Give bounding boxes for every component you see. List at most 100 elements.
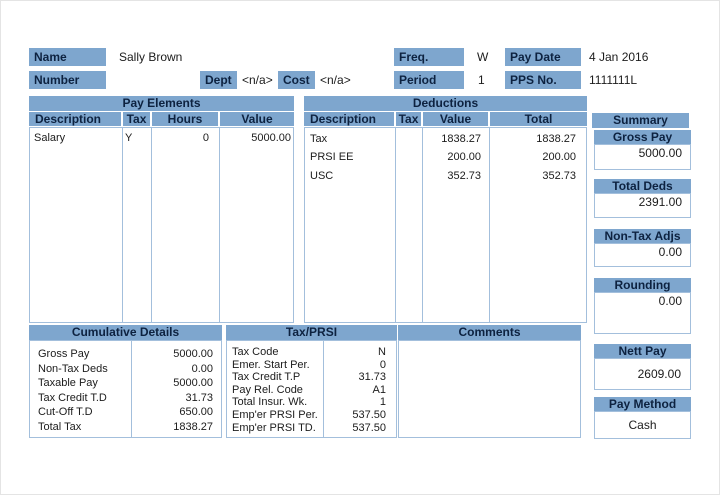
tax-prsi-row: Emp'er PRSI TD. 537.50 [227, 422, 396, 435]
pay-date-value[interactable]: 4 Jan 2016 [589, 50, 649, 64]
pay-date-label: Pay Date [505, 48, 581, 66]
pay-element-description: Salary [34, 132, 66, 144]
tax-prsi-row-label: Pay Rel. Code [232, 383, 303, 396]
cumulative-row-value: 650.00 [179, 406, 213, 419]
cumulative-row: Tax Credit T.D 31.73 [30, 391, 221, 406]
tax-prsi-row-label: Total Insur. Wk. [232, 396, 308, 409]
nett-pay-label: Nett Pay [594, 344, 691, 358]
tax-prsi-body: Tax Code N Emer. Start Per. 0 Tax Credit… [226, 340, 397, 438]
tax-prsi-row-label: Emer. Start Per. [232, 358, 310, 371]
pay-method-box[interactable]: Cash [594, 411, 691, 439]
pps-no-value[interactable]: 1111111L [589, 73, 638, 87]
pay-elements-col-description: Description [29, 112, 121, 126]
deduction-value: 352.73 [447, 170, 481, 182]
deduction-total: 200.00 [542, 151, 576, 163]
deductions-col-total: Total [490, 112, 587, 126]
pay-elements-divider-3 [219, 128, 220, 322]
pay-method-value: Cash [628, 418, 657, 432]
cumulative-row-value: 1838.27 [173, 420, 213, 433]
cumulative-row-label: Non-Tax Deds [38, 362, 108, 375]
deductions-divider-2 [422, 128, 423, 322]
number-label: Number [29, 71, 106, 89]
tax-prsi-row: Emp'er PRSI Per. 537.50 [227, 409, 396, 422]
deduction-value: 1838.27 [441, 133, 481, 145]
tax-prsi-row-value: 1 [379, 396, 386, 409]
non-tax-adjs-value: 0.00 [658, 245, 682, 259]
deduction-total: 352.73 [542, 170, 576, 182]
deductions-divider-1 [395, 128, 396, 322]
deduction-total: 1838.27 [536, 133, 576, 145]
comments-header: Comments [398, 325, 581, 340]
pay-element-tax: Y [125, 132, 133, 144]
name-value[interactable]: Sally Brown [119, 50, 183, 64]
gross-pay-box: 5000.00 [594, 144, 691, 170]
deductions-body[interactable]: Tax 1838.27 1838.27 PRSI EE 200.00 200.0… [304, 127, 587, 323]
non-tax-adjs-label: Non-Tax Adjs [594, 229, 691, 243]
nett-pay-box: 2609.00 [594, 358, 691, 390]
rounding-box: 0.00 [594, 292, 691, 334]
deductions-divider-3 [489, 128, 490, 322]
freq-value[interactable]: W [477, 50, 489, 64]
dept-value[interactable]: <n/a> [242, 73, 273, 87]
deductions-header: Deductions [304, 96, 587, 111]
cumulative-details-header: Cumulative Details [29, 325, 222, 340]
cumulative-details-body: Gross Pay 5000.00 Non-Tax Deds 0.00 Taxa… [29, 340, 222, 438]
period-label: Period [394, 71, 464, 89]
cumulative-row-label: Taxable Pay [38, 377, 98, 390]
tax-prsi-row-value: 537.50 [352, 408, 386, 421]
tax-prsi-row: Tax Credit T.P 31.73 [227, 371, 396, 384]
total-deds-box: 2391.00 [594, 193, 691, 218]
deductions-col-tax: Tax [396, 112, 421, 126]
cost-label: Cost [278, 71, 315, 89]
rounding-value: 0.00 [658, 294, 682, 308]
cumulative-row: Total Tax 1838.27 [30, 420, 221, 435]
cumulative-row-label: Total Tax [38, 420, 82, 433]
tax-prsi-row-label: Emp'er PRSI Per. [232, 408, 318, 421]
cumulative-details-divider [131, 341, 132, 437]
tax-prsi-divider [323, 341, 324, 437]
nett-pay-value: 2609.00 [637, 367, 681, 381]
deduction-description: PRSI EE [310, 151, 354, 163]
cumulative-row-value: 5000.00 [173, 377, 213, 390]
tax-prsi-row-value: 31.73 [358, 371, 386, 384]
pay-elements-body[interactable]: Salary Y 0 5000.00 [29, 127, 294, 323]
deduction-value: 200.00 [447, 151, 481, 163]
deductions-col-description: Description [304, 112, 394, 126]
cumulative-row-value: 5000.00 [173, 348, 213, 360]
gross-pay-label: Gross Pay [594, 130, 691, 144]
cost-value[interactable]: <n/a> [320, 73, 351, 87]
pps-no-label: PPS No. [505, 71, 581, 89]
cumulative-row: Gross Pay 5000.00 [30, 347, 221, 362]
cumulative-row-value: 31.73 [185, 391, 213, 404]
tax-prsi-row-value: N [378, 346, 386, 358]
summary-header: Summary [592, 113, 689, 128]
cumulative-row-label: Tax Credit T.D [38, 391, 107, 404]
dept-label: Dept [200, 71, 237, 89]
name-label: Name [29, 48, 106, 66]
pay-element-value: 5000.00 [251, 132, 291, 144]
tax-prsi-row: Total Insur. Wk. 1 [227, 396, 396, 409]
tax-prsi-row-value: A1 [372, 383, 386, 396]
period-value[interactable]: 1 [478, 73, 485, 87]
tax-prsi-row-label: Tax Credit T.P [232, 371, 301, 384]
non-tax-adjs-box: 0.00 [594, 243, 691, 267]
cumulative-row: Cut-Off T.D 650.00 [30, 405, 221, 420]
comments-body[interactable] [398, 340, 581, 438]
cumulative-row-label: Cut-Off T.D [38, 406, 93, 419]
tax-prsi-row: Emer. Start Per. 0 [227, 359, 396, 372]
deduction-description: Tax [310, 133, 328, 145]
tax-prsi-header: Tax/PRSI [226, 325, 397, 340]
pay-elements-col-value: Value [220, 112, 294, 126]
pay-method-label: Pay Method [594, 397, 691, 411]
cumulative-row: Taxable Pay 5000.00 [30, 376, 221, 391]
cumulative-row-label: Gross Pay [38, 348, 90, 360]
pay-elements-header: Pay Elements [29, 96, 294, 111]
tax-prsi-row: Tax Code N [227, 346, 396, 359]
cumulative-row: Non-Tax Deds 0.00 [30, 362, 221, 377]
tax-prsi-row-label: Emp'er PRSI TD. [232, 421, 316, 434]
total-deds-label: Total Deds [594, 179, 691, 193]
pay-elements-col-hours: Hours [152, 112, 218, 126]
deductions-col-value: Value [423, 112, 488, 126]
pay-elements-col-tax: Tax [123, 112, 150, 126]
